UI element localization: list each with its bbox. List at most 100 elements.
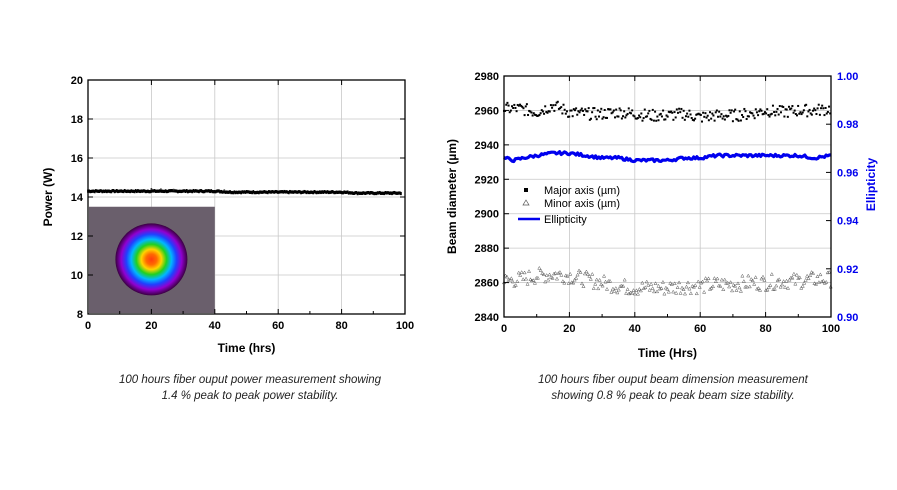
minor-axis-point	[805, 273, 810, 278]
power-data-point	[335, 190, 338, 194]
legend-ellipticity-label: Ellipticity	[544, 214, 587, 226]
major-axis-point	[710, 117, 713, 120]
minor-axis-point	[665, 286, 670, 291]
y-axis-label: Beam diameter (µm)	[445, 139, 459, 254]
power-data-point	[172, 188, 175, 191]
minor-axis-point	[824, 279, 829, 284]
minor-axis-point	[685, 280, 690, 285]
y-tick-label: 20	[71, 75, 83, 87]
major-axis-point	[829, 112, 832, 115]
major-axis-point	[612, 109, 615, 112]
major-axis-point	[535, 114, 538, 117]
minor-axis-point	[796, 276, 801, 280]
major-axis-point	[673, 111, 676, 114]
power-data-point	[327, 190, 330, 195]
minor-axis-point	[504, 274, 509, 279]
major-axis-point	[512, 106, 515, 109]
power-data-point	[208, 189, 210, 193]
minor-axis-point	[688, 291, 693, 295]
power-data-point	[149, 190, 152, 194]
minor-axis-point	[575, 272, 580, 277]
power-data-point	[360, 191, 362, 195]
power-data-point	[391, 191, 393, 196]
minor-axis-point	[787, 277, 792, 282]
power-data-point	[367, 190, 370, 195]
minor-axis-point	[791, 271, 796, 276]
power-data-point	[394, 191, 397, 195]
minor-axis-point	[766, 285, 771, 289]
power-data-point	[374, 191, 377, 196]
power-data-point	[343, 190, 346, 194]
power-data-point	[234, 191, 237, 195]
power-data-point	[147, 189, 149, 193]
power-data-point	[368, 191, 371, 195]
minor-axis-point	[559, 272, 564, 277]
power-data-point	[181, 189, 184, 193]
major-axis-point	[702, 111, 705, 114]
minor-axis-point	[524, 276, 529, 281]
power-data-point	[95, 189, 98, 193]
x-tick-label: 0	[85, 320, 91, 332]
minor-axis-point	[547, 272, 552, 277]
minor-axis-point	[810, 271, 816, 275]
x-tick-label: 80	[759, 323, 771, 335]
power-data-point	[240, 191, 243, 195]
major-axis-point	[686, 112, 689, 115]
power-data-point	[387, 191, 390, 195]
minor-axis-point	[522, 270, 527, 275]
power-data-point	[196, 189, 199, 193]
minor-axis-point	[727, 284, 732, 289]
minor-axis-point	[562, 280, 567, 285]
power-data-point	[162, 189, 165, 194]
minor-axis-point	[593, 281, 598, 286]
power-data-point	[132, 189, 135, 193]
y2-tick-label: 0.98	[837, 119, 858, 131]
major-axis-point	[523, 114, 526, 117]
major-axis-point	[687, 115, 690, 118]
major-axis-point	[589, 117, 592, 120]
power-data-point	[172, 189, 175, 193]
power-data-point	[330, 190, 332, 194]
minor-axis-point	[556, 271, 561, 275]
minor-axis-point	[549, 275, 554, 279]
major-axis-point	[504, 109, 507, 112]
major-axis-point	[704, 112, 707, 115]
major-axis-point	[636, 117, 639, 120]
major-axis-point	[588, 118, 591, 121]
minor-axis-point	[577, 268, 582, 273]
major-axis-point	[511, 105, 514, 108]
beam-profile-image	[115, 223, 188, 296]
power-data-point	[111, 189, 114, 193]
power-data-point	[124, 189, 127, 193]
major-axis-point	[610, 112, 613, 115]
major-axis-point	[814, 109, 817, 112]
power-data-point	[261, 190, 264, 194]
major-axis-point	[551, 106, 554, 109]
power-data-point	[160, 189, 163, 193]
power-data-point	[274, 189, 277, 194]
power-data-point	[204, 189, 207, 193]
major-axis-point	[678, 107, 681, 110]
major-axis-point	[728, 109, 731, 112]
power-data-point	[163, 189, 166, 194]
minor-axis-point	[815, 274, 820, 278]
power-data-point	[235, 190, 238, 194]
power-data-point	[341, 191, 343, 195]
power-data-point	[344, 190, 347, 195]
left-caption-line-1: 100 hours fiber ouput power measurement …	[118, 374, 382, 386]
major-axis-point	[820, 107, 823, 110]
power-data-point	[165, 189, 168, 194]
power-data-point	[380, 191, 382, 195]
minor-axis-point	[535, 275, 540, 280]
minor-axis-point	[532, 280, 537, 285]
power-data-point	[107, 189, 109, 193]
major-axis-point	[570, 109, 573, 112]
x-tick-label: 80	[335, 320, 347, 332]
major-axis-point	[656, 115, 659, 118]
major-axis-point	[695, 113, 698, 116]
major-axis-point	[694, 117, 697, 120]
power-data-point	[332, 190, 335, 194]
minor-axis-point	[813, 282, 818, 286]
power-data-point	[168, 189, 170, 193]
major-axis-point	[800, 113, 803, 116]
